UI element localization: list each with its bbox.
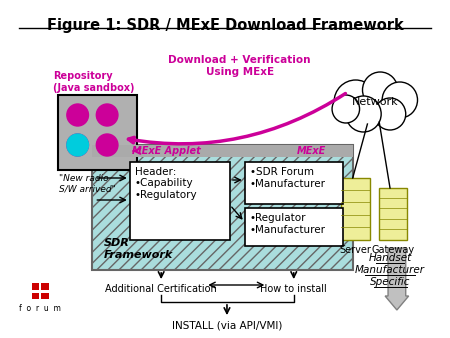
Bar	[379, 188, 407, 240]
Text: Additional Certification: Additional Certification	[105, 284, 217, 294]
Circle shape	[332, 95, 360, 123]
Bar	[92, 145, 353, 270]
FancyArrow shape	[385, 248, 409, 310]
Bar	[41, 283, 49, 290]
Circle shape	[96, 104, 118, 126]
Text: Gateway: Gateway	[371, 245, 414, 255]
Text: Repository
(Java sandbox): Repository (Java sandbox)	[53, 71, 135, 93]
Text: Handset: Handset	[369, 253, 412, 263]
Text: INSTALL (via API/VMI): INSTALL (via API/VMI)	[172, 320, 282, 330]
Circle shape	[346, 96, 381, 132]
Text: Specific: Specific	[370, 277, 410, 287]
Bar	[245, 162, 343, 204]
Bar	[245, 208, 343, 246]
Circle shape	[67, 134, 89, 156]
Bar	[32, 292, 39, 299]
Text: Download + Verification
Using MExE: Download + Verification Using MExE	[168, 55, 311, 77]
Circle shape	[374, 98, 406, 130]
Text: •SDR Forum
•Manufacturer: •SDR Forum •Manufacturer	[250, 167, 325, 189]
Text: How to install: How to install	[261, 284, 327, 294]
Circle shape	[363, 72, 398, 108]
Circle shape	[382, 82, 418, 118]
Text: Manufacturer: Manufacturer	[355, 265, 425, 275]
Text: Figure 1: SDR / MExE Download Framework: Figure 1: SDR / MExE Download Framework	[47, 18, 403, 33]
Circle shape	[67, 104, 89, 126]
Text: •Capability
•Regulatory: •Capability •Regulatory	[135, 178, 197, 200]
Bar	[130, 162, 230, 240]
Text: Server: Server	[340, 245, 372, 255]
Bar	[58, 95, 137, 170]
Circle shape	[67, 134, 89, 156]
Bar	[341, 178, 370, 240]
Text: MExE: MExE	[297, 146, 326, 156]
Bar	[92, 145, 353, 157]
Bar	[32, 283, 39, 290]
Text: MExE Applet: MExE Applet	[132, 146, 200, 156]
Text: f  o  r  u  m: f o r u m	[19, 304, 61, 313]
Text: Header:: Header:	[135, 167, 176, 177]
Text: •Regulator
•Manufacturer: •Regulator •Manufacturer	[250, 213, 325, 235]
Text: "New radio
S/W arrived": "New radio S/W arrived"	[59, 174, 116, 193]
Bar	[32, 290, 49, 293]
Bar	[41, 292, 49, 299]
Circle shape	[334, 80, 377, 124]
Text: SDR
Framework: SDR Framework	[104, 238, 173, 260]
Text: Network: Network	[352, 97, 399, 107]
Circle shape	[96, 134, 118, 156]
